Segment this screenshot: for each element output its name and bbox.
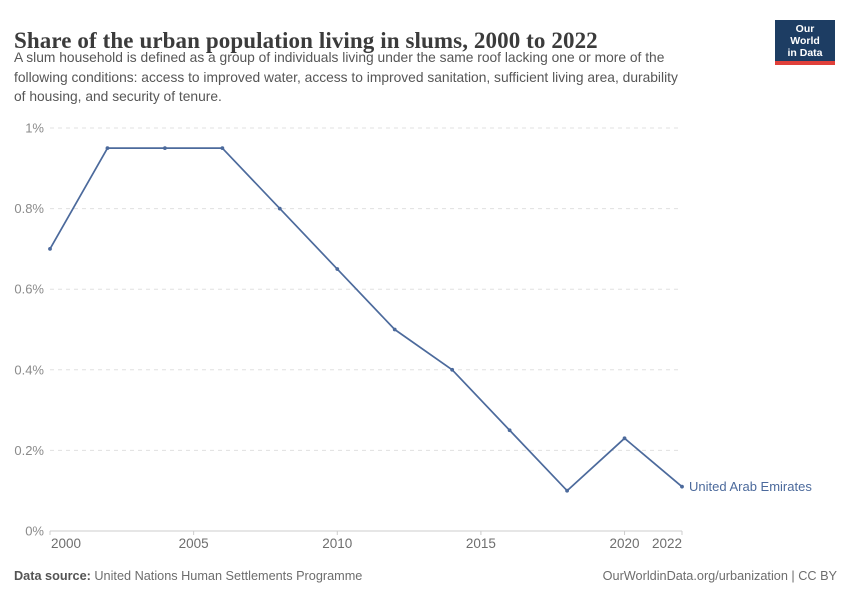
data-point	[220, 146, 225, 151]
chart-title: Share of the urban population living in …	[14, 28, 598, 54]
y-tick-label: 0.4%	[14, 362, 44, 377]
subtitle-line: following conditions: access to improved…	[14, 69, 678, 85]
data-point	[680, 484, 684, 489]
data-point	[105, 146, 110, 151]
x-tick-label: 2010	[322, 536, 352, 551]
data-point	[335, 267, 340, 271]
y-tick-label: 0%	[25, 524, 44, 539]
series-line	[49, 147, 683, 492]
owid-logo-line1: Our World	[790, 23, 820, 47]
chart-subtitle: A slum household is defined as a group o…	[14, 48, 754, 107]
data-source-value: United Nations Human Settlements Program…	[90, 569, 363, 583]
x-tick-label: 2005	[179, 536, 209, 551]
subtitle-line: A slum household is defined as a group o…	[14, 50, 665, 65]
data-point	[163, 146, 167, 151]
y-tick-label: 0.8%	[14, 201, 44, 216]
data-point	[622, 436, 627, 441]
x-tick-label: 2020	[610, 536, 640, 551]
data-point	[392, 327, 397, 332]
data-point	[565, 488, 569, 493]
data-source-label: Data source:	[14, 569, 91, 583]
data-point	[277, 206, 282, 211]
x-tick-label: 2000	[51, 536, 81, 551]
owid-logo-line2: in Data	[787, 47, 823, 59]
owid-logo[interactable]: Our World in Data	[775, 20, 835, 65]
subtitle-line: of housing, and security of tenure.	[14, 89, 222, 104]
x-tick-label: 2022	[652, 536, 682, 551]
series-end-label: United Arab Emirates	[689, 479, 812, 494]
data-point	[507, 428, 512, 433]
line-chart: 0% 0.2% 0.4% 0.6% 0.8% 1% 2000 2005 2010 2015 2020…	[14, 121, 812, 552]
x-tick-label: 2015	[466, 536, 496, 551]
data-point	[450, 367, 455, 372]
y-tick-label: 1%	[25, 121, 44, 136]
y-tick-label: 0.6%	[14, 282, 44, 297]
chart-footer: Data source: United Nations Human Settle…	[14, 569, 837, 583]
data-point	[48, 247, 52, 251]
y-tick-label: 0.2%	[14, 443, 44, 458]
attribution-link[interactable]: OurWorldinData.org/urbanization | CC BY	[602, 569, 837, 583]
